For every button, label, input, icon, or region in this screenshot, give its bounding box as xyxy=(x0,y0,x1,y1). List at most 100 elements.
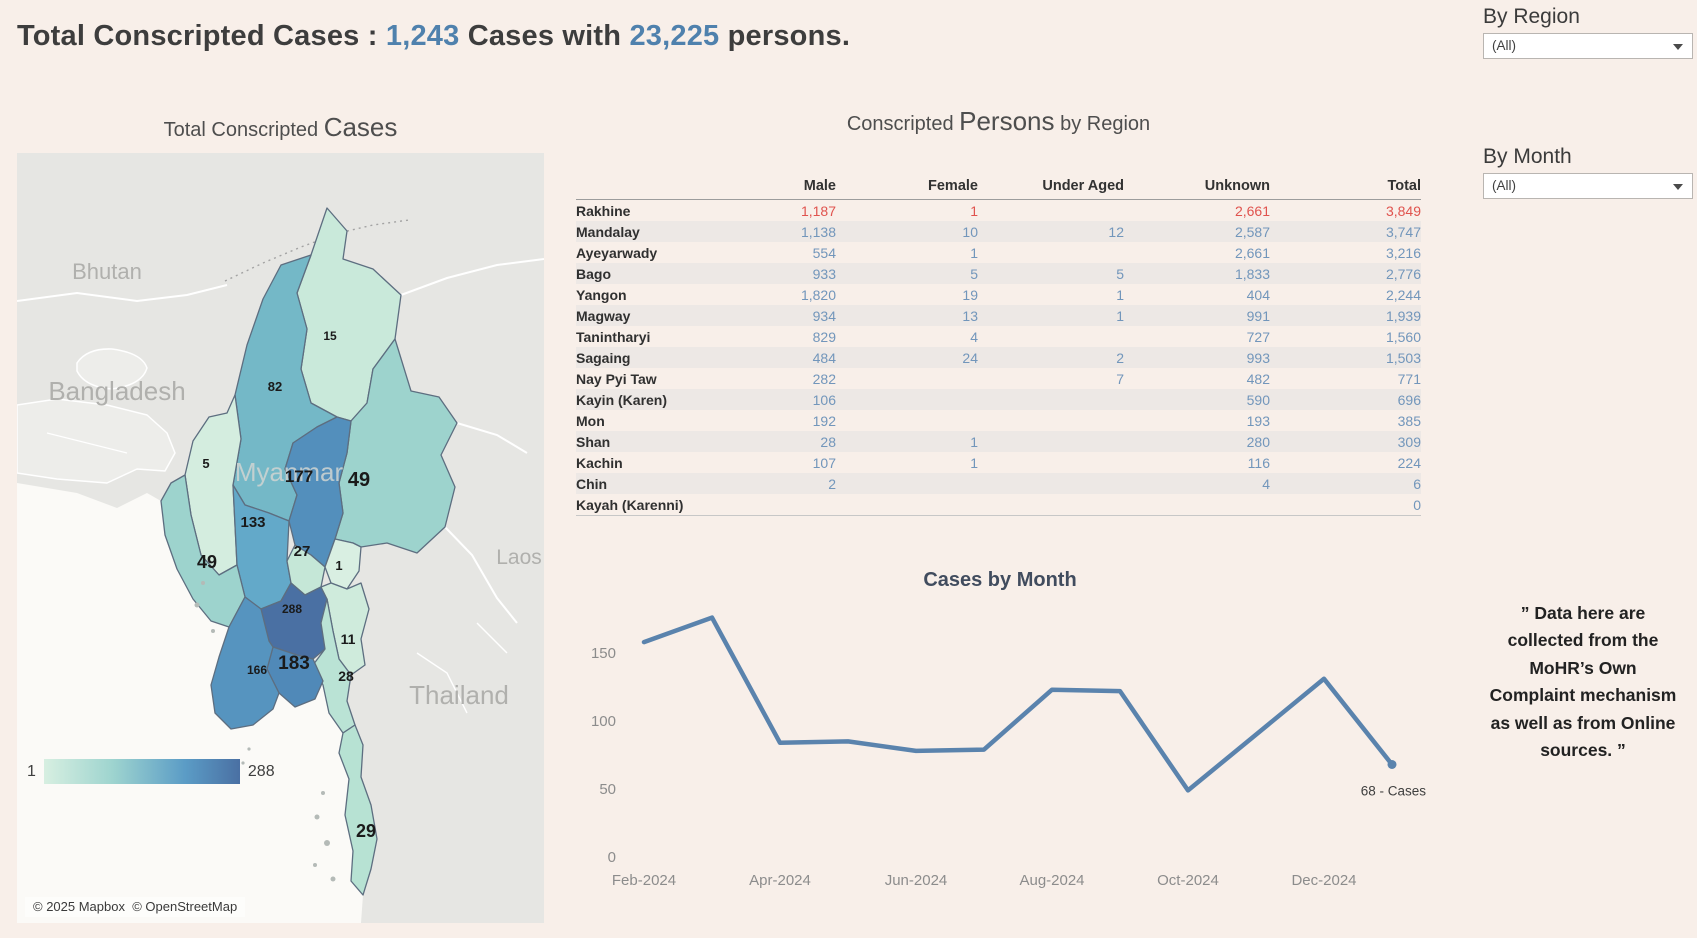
country-label: Laos xyxy=(496,546,542,569)
male-value-cell: 554 xyxy=(812,245,836,261)
table-row[interactable]: Kayah (Karenni) 0 xyxy=(576,494,1421,516)
total-value-cell: 385 xyxy=(1397,413,1421,429)
table-row[interactable]: Tanintharyi 829 4 727 1,560 xyxy=(576,326,1421,347)
unknown-value-cell: 2,587 xyxy=(1234,224,1270,240)
female-value-cell xyxy=(836,410,978,431)
map-region-rakhine[interactable] xyxy=(160,474,246,628)
map-attribution: © 2025 Mapbox © OpenStreetMap xyxy=(25,897,246,917)
female-value-cell: 4 xyxy=(970,329,978,345)
myanmar-choropleth-map[interactable]: Bhutan Bangladesh Myanmar Laos Thailand 15 82 5… xyxy=(17,153,544,923)
region-name-cell: Yangon xyxy=(576,287,627,303)
map-color-legend: 1 288 xyxy=(27,759,275,784)
table-row[interactable]: Rakhine 1,187 1 2,661 3,849 xyxy=(576,200,1421,222)
male-value-cell: 28 xyxy=(820,434,836,450)
y-axis-tick-label: 0 xyxy=(608,849,616,866)
under-aged-value-cell: 2 xyxy=(1116,350,1124,366)
table-row[interactable]: Chin 2 4 6 xyxy=(576,473,1421,494)
unknown-value-cell: 993 xyxy=(1246,350,1270,366)
cases-line-series[interactable] xyxy=(641,615,1395,793)
table-row[interactable]: Bago 933 5 5 1,833 2,776 xyxy=(576,263,1421,284)
under-aged-value-cell xyxy=(978,242,1124,263)
female-value-cell: 1 xyxy=(970,203,978,219)
region-filter-dropdown[interactable]: (All) xyxy=(1483,33,1693,59)
page-title-text: persons. xyxy=(719,20,851,52)
y-axis-tick-label: 50 xyxy=(599,781,616,798)
table-header-row: Male Female Under Aged Unknown Total xyxy=(576,176,1421,200)
map-region-value-label: 27 xyxy=(294,543,311,560)
end-point-annotation: 68 - Cases xyxy=(1361,784,1427,799)
female-value-cell: 1 xyxy=(970,434,978,450)
table-row[interactable]: Mon 192 193 385 xyxy=(576,410,1421,431)
map-region-tanintharyi[interactable] xyxy=(338,724,378,896)
female-value-cell: 24 xyxy=(962,350,978,366)
table-row[interactable]: Shan 28 1 280 309 xyxy=(576,431,1421,452)
column-header-under-aged: Under Aged xyxy=(978,176,1124,200)
male-value-cell xyxy=(756,494,836,516)
female-value-cell xyxy=(836,473,978,494)
table-row[interactable]: Sagaing 484 24 2 993 1,503 xyxy=(576,347,1421,368)
female-value-cell xyxy=(836,368,978,389)
table-row[interactable]: Kachin 107 1 116 224 xyxy=(576,452,1421,473)
female-value-cell: 1 xyxy=(970,455,978,471)
region-name-cell: Tanintharyi xyxy=(576,329,651,345)
x-axis-tick-label: Aug-2024 xyxy=(1019,872,1084,889)
by-region-filter-label: By Region xyxy=(1483,5,1580,28)
female-value-cell: 19 xyxy=(962,287,978,303)
unknown-value-cell: 2,661 xyxy=(1234,245,1270,261)
map-region-value-label: 49 xyxy=(348,469,370,491)
mapbox-attribution-link[interactable]: © 2025 Mapbox xyxy=(33,899,125,914)
table-row[interactable]: Magway 934 13 1 991 1,939 xyxy=(576,305,1421,326)
male-value-cell: 829 xyxy=(812,329,836,345)
unknown-value-cell: 590 xyxy=(1246,392,1270,408)
cases-by-month-line-chart[interactable]: 0 50 100 150 Feb-2024 Apr-2024 Jun-2024 Aug-202… xyxy=(560,600,1440,900)
under-aged-value-cell xyxy=(978,326,1124,347)
x-axis-tick-label: Feb-2024 xyxy=(612,872,676,889)
choropleth-map-panel: Bhutan Bangladesh Myanmar Laos Thailand 15 82 5… xyxy=(17,153,544,923)
male-value-cell: 192 xyxy=(812,413,836,429)
under-aged-value-cell: 1 xyxy=(1116,308,1124,324)
male-value-cell: 1,187 xyxy=(800,203,836,219)
y-axis-tick-label: 100 xyxy=(591,713,616,730)
table-row[interactable]: Nay Pyi Taw 282 7 482 771 xyxy=(576,368,1421,389)
under-aged-value-cell xyxy=(978,200,1124,222)
map-region-ayeyarwady[interactable] xyxy=(210,596,280,730)
male-value-cell: 106 xyxy=(812,392,836,408)
map-region-value-label: 5 xyxy=(202,456,209,471)
table-row[interactable]: Ayeyarwady 554 1 2,661 3,216 xyxy=(576,242,1421,263)
table-row[interactable]: Yangon 1,820 19 1 404 2,244 xyxy=(576,284,1421,305)
column-header-female: Female xyxy=(836,176,978,200)
female-value-cell xyxy=(836,389,978,410)
under-aged-value-cell xyxy=(978,452,1124,473)
table-row[interactable]: Kayin (Karen) 106 590 696 xyxy=(576,389,1421,410)
unknown-value-cell: 482 xyxy=(1246,371,1270,387)
column-header-unknown: Unknown xyxy=(1124,176,1270,200)
male-value-cell: 107 xyxy=(812,455,836,471)
total-value-cell: 309 xyxy=(1397,434,1421,450)
region-name-cell: Shan xyxy=(576,434,611,450)
page-title-text: Total Conscripted Cases : xyxy=(17,20,386,52)
column-header-male: Male xyxy=(756,176,836,200)
region-name-cell: Bago xyxy=(576,266,611,282)
total-persons-count: 23,225 xyxy=(629,20,720,52)
unknown-value-cell: 4 xyxy=(1262,476,1270,492)
map-region-value-label: 133 xyxy=(240,514,265,531)
under-aged-value-cell xyxy=(978,494,1124,516)
region-name-cell: Kayah (Karenni) xyxy=(576,494,756,516)
male-value-cell: 484 xyxy=(812,350,836,366)
map-region-value-label: 49 xyxy=(197,552,217,572)
region-name-cell: Rakhine xyxy=(576,203,631,219)
map-region-value-label: 288 xyxy=(282,602,302,616)
male-value-cell: 1,820 xyxy=(800,287,836,303)
total-value-cell: 224 xyxy=(1397,455,1421,471)
map-region-kayin[interactable] xyxy=(320,582,370,676)
under-aged-value-cell: 12 xyxy=(1108,224,1124,240)
month-filter-dropdown[interactable]: (All) xyxy=(1483,173,1693,199)
map-region-value-label: 29 xyxy=(356,821,376,841)
table-row[interactable]: Mandalay 1,138 10 12 2,587 3,747 xyxy=(576,221,1421,242)
map-region-value-label: 177 xyxy=(285,467,313,486)
openstreetmap-attribution-link[interactable]: © OpenStreetMap xyxy=(132,899,238,914)
under-aged-value-cell: 7 xyxy=(1116,371,1124,387)
chart-title: Cases by Month xyxy=(923,569,1077,591)
map-region-kayah[interactable] xyxy=(324,538,362,590)
last-data-point[interactable] xyxy=(1387,760,1397,769)
